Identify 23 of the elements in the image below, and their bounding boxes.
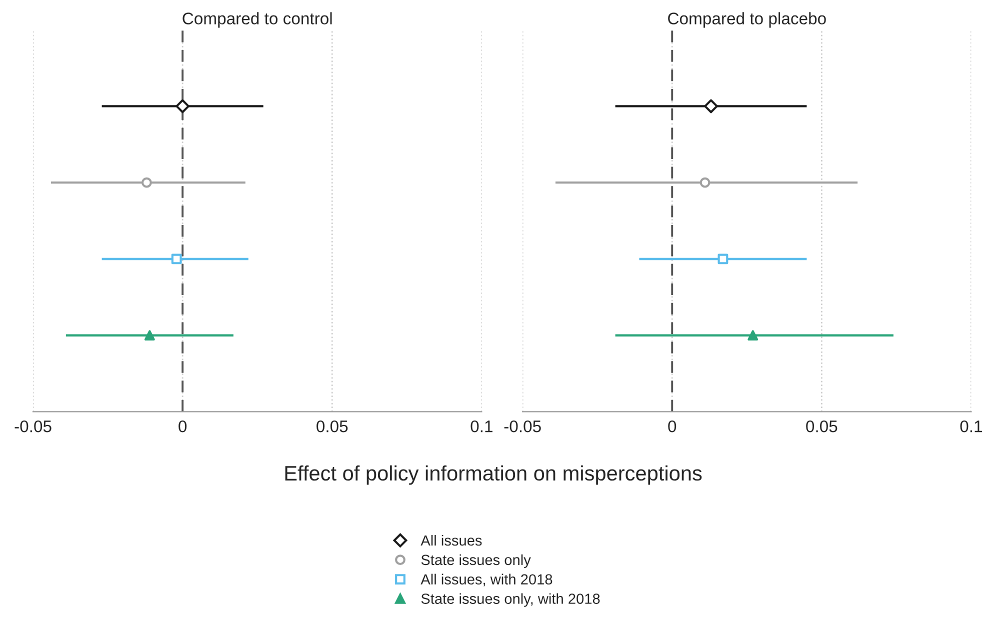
- x-tick-label: 0: [178, 420, 187, 432]
- legend-label: State issues only: [421, 554, 531, 568]
- point: [141, 177, 152, 188]
- x-tick-label: 0: [668, 420, 676, 432]
- point: [748, 330, 758, 341]
- x-tick-label: 0.05: [806, 420, 838, 432]
- chart-title: Compared to control: [182, 12, 332, 28]
- point: [144, 330, 155, 341]
- x-tick-label: 0.1: [960, 420, 982, 432]
- x-tick-label: 0.1: [470, 420, 492, 432]
- legend-label: All issues: [420, 534, 482, 546]
- x-tick-label: 0.05: [316, 420, 348, 432]
- x-tick-label: -0.05: [14, 420, 52, 432]
- point: [700, 177, 710, 188]
- x-tick-label: -0.05: [504, 420, 541, 432]
- legend-label: All issues, with 2018: [420, 574, 552, 586]
- point: [704, 99, 718, 114]
- chart-title: Compared to placebo: [668, 12, 826, 28]
- point: [171, 254, 182, 264]
- point: [718, 254, 728, 264]
- legend-label: State issues only, with 2018: [421, 593, 600, 607]
- point: [176, 99, 190, 114]
- x-axis-title: Effect of policy information on misperceptions: [285, 465, 702, 485]
